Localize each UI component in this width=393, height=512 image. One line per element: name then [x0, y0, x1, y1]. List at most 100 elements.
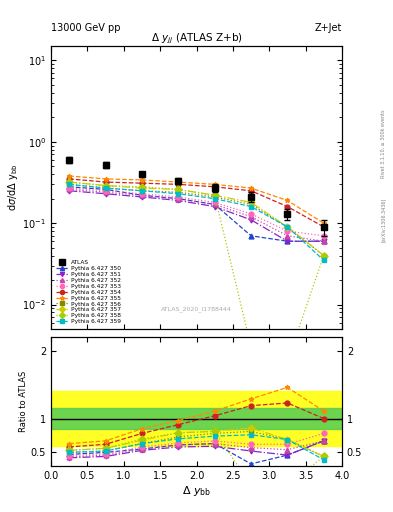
Bar	[51, 392, 342, 445]
Pythia 6.427 355	[176, 179, 181, 185]
Pythia 6.427 357	[249, 199, 253, 205]
Pythia 6.427 352	[212, 201, 217, 207]
Line: Pythia 6.427 350: Pythia 6.427 350	[67, 184, 326, 244]
Pythia 6.427 352	[249, 214, 253, 220]
Pythia 6.427 359	[321, 257, 326, 263]
Pythia 6.427 353	[140, 190, 144, 197]
Pythia 6.427 358	[212, 192, 217, 198]
Pythia 6.427 353	[285, 228, 290, 234]
Pythia 6.427 357	[285, 224, 290, 230]
Line: Pythia 6.427 352: Pythia 6.427 352	[67, 187, 326, 244]
Pythia 6.427 359	[176, 190, 181, 197]
Pythia 6.427 350	[212, 201, 217, 207]
Pythia 6.427 350	[321, 238, 326, 244]
Pythia 6.427 354	[103, 179, 108, 185]
Text: Rivet 3.1.10, ≥ 300k events: Rivet 3.1.10, ≥ 300k events	[381, 109, 386, 178]
Pythia 6.427 356	[103, 185, 108, 191]
Pythia 6.427 357	[67, 179, 72, 185]
Pythia 6.427 355	[212, 181, 217, 187]
Pythia 6.427 354	[212, 184, 217, 190]
Text: Z+Jet: Z+Jet	[314, 23, 342, 33]
Line: Pythia 6.427 354: Pythia 6.427 354	[67, 177, 326, 229]
Pythia 6.427 358	[285, 358, 290, 365]
Line: Pythia 6.427 353: Pythia 6.427 353	[67, 186, 326, 238]
Pythia 6.427 350	[285, 238, 290, 244]
Pythia 6.427 353	[176, 194, 181, 200]
Pythia 6.427 350	[140, 192, 144, 198]
Pythia 6.427 358	[103, 182, 108, 188]
Y-axis label: Ratio to ATLAS: Ratio to ATLAS	[19, 371, 28, 432]
Pythia 6.427 352	[103, 189, 108, 195]
Pythia 6.427 352	[67, 186, 72, 193]
Y-axis label: d$\sigma$/d$\Delta$ y$_{\rm bb}$: d$\sigma$/d$\Delta$ y$_{\rm bb}$	[6, 164, 20, 211]
Pythia 6.427 353	[67, 185, 72, 191]
Pythia 6.427 355	[249, 185, 253, 191]
Pythia 6.427 352	[285, 233, 290, 239]
Pythia 6.427 359	[67, 181, 72, 187]
Pythia 6.427 356	[176, 189, 181, 195]
Text: ATLAS_2020_I1788444: ATLAS_2020_I1788444	[161, 306, 232, 312]
Pythia 6.427 359	[285, 224, 290, 230]
Pythia 6.427 350	[103, 186, 108, 193]
Pythia 6.427 352	[176, 196, 181, 202]
Pythia 6.427 354	[321, 224, 326, 230]
Pythia 6.427 358	[140, 184, 144, 190]
Pythia 6.427 352	[140, 192, 144, 198]
Pythia 6.427 355	[140, 177, 144, 183]
Pythia 6.427 352	[321, 238, 326, 244]
Pythia 6.427 357	[176, 186, 181, 193]
Pythia 6.427 351	[67, 188, 72, 194]
Line: Pythia 6.427 355: Pythia 6.427 355	[67, 174, 326, 226]
Pythia 6.427 358	[321, 252, 326, 259]
Pythia 6.427 356	[140, 188, 144, 194]
Legend: ATLAS, Pythia 6.427 350, Pythia 6.427 351, Pythia 6.427 352, Pythia 6.427 353, P: ATLAS, Pythia 6.427 350, Pythia 6.427 35…	[54, 258, 123, 326]
Text: 13000 GeV pp: 13000 GeV pp	[51, 23, 121, 33]
Pythia 6.427 358	[176, 186, 181, 193]
Pythia 6.427 359	[249, 203, 253, 209]
Pythia 6.427 359	[212, 196, 217, 202]
Pythia 6.427 355	[321, 220, 326, 226]
Pythia 6.427 353	[321, 233, 326, 239]
Pythia 6.427 356	[249, 201, 253, 207]
Pythia 6.427 351	[103, 190, 108, 197]
Pythia 6.427 357	[103, 182, 108, 188]
Line: Pythia 6.427 359: Pythia 6.427 359	[67, 182, 326, 263]
Line: Pythia 6.427 357: Pythia 6.427 357	[67, 180, 326, 258]
Pythia 6.427 357	[140, 185, 144, 191]
Pythia 6.427 354	[140, 180, 144, 186]
Pythia 6.427 354	[67, 176, 72, 182]
Pythia 6.427 351	[321, 238, 326, 244]
Pythia 6.427 356	[67, 181, 72, 187]
X-axis label: $\Delta$ $y_{\rm bb}$: $\Delta$ $y_{\rm bb}$	[182, 483, 211, 498]
Pythia 6.427 355	[285, 198, 290, 204]
Text: [arXiv:1306.3436]: [arXiv:1306.3436]	[381, 198, 386, 242]
Pythia 6.427 350	[249, 233, 253, 239]
Pythia 6.427 351	[285, 238, 290, 244]
Pythia 6.427 351	[176, 198, 181, 204]
Pythia 6.427 354	[176, 181, 181, 187]
Pythia 6.427 359	[103, 185, 108, 191]
Pythia 6.427 355	[67, 173, 72, 179]
Pythia 6.427 356	[321, 252, 326, 259]
Pythia 6.427 358	[249, 344, 253, 350]
Pythia 6.427 355	[103, 176, 108, 182]
Pythia 6.427 353	[103, 188, 108, 194]
Pythia 6.427 357	[212, 192, 217, 198]
Pythia 6.427 356	[285, 224, 290, 230]
Pythia 6.427 351	[212, 203, 217, 209]
Pythia 6.427 357	[321, 252, 326, 259]
Pythia 6.427 350	[176, 196, 181, 202]
Pythia 6.427 350	[67, 184, 72, 190]
Title: $\Delta$ $y_{jj}$ (ATLAS Z+b): $\Delta$ $y_{jj}$ (ATLAS Z+b)	[151, 32, 242, 46]
Pythia 6.427 353	[249, 211, 253, 217]
Pythia 6.427 354	[285, 203, 290, 209]
Pythia 6.427 351	[249, 217, 253, 223]
Pythia 6.427 351	[140, 194, 144, 200]
Pythia 6.427 359	[140, 188, 144, 194]
Pythia 6.427 356	[212, 194, 217, 200]
Line: Pythia 6.427 351: Pythia 6.427 351	[67, 188, 326, 244]
Pythia 6.427 353	[212, 199, 217, 205]
Line: Pythia 6.427 358: Pythia 6.427 358	[67, 180, 326, 364]
Bar	[51, 409, 342, 429]
Line: Pythia 6.427 356: Pythia 6.427 356	[67, 182, 326, 258]
